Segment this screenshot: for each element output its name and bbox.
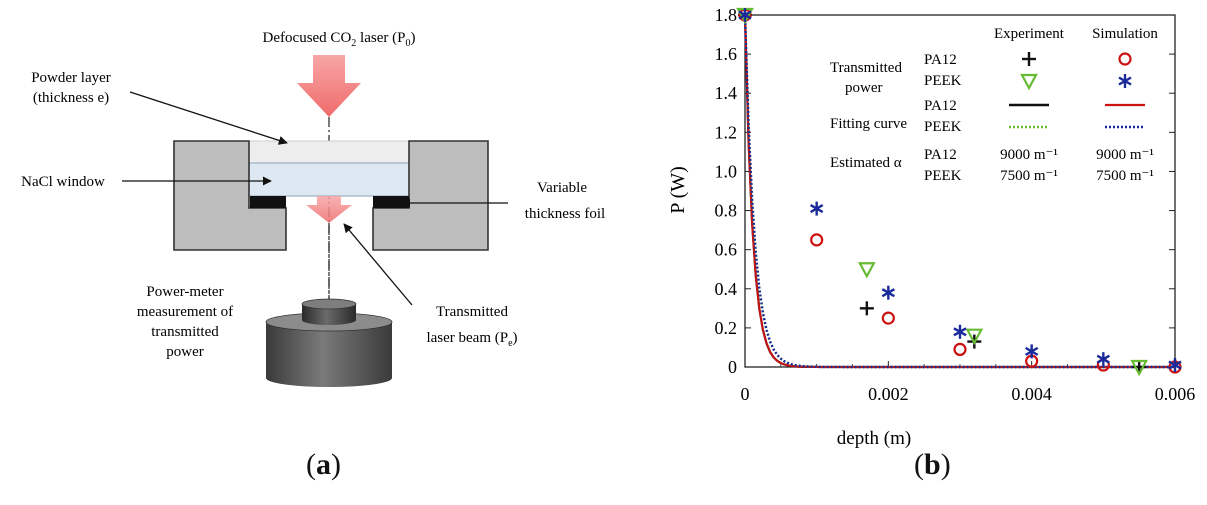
power-meter-label-1: Power-meter [146, 284, 223, 300]
y-tick-label: 1.8 [715, 5, 738, 25]
point-peek-experiment [965, 328, 984, 346]
legend-pa12-1: PA12 [924, 52, 957, 68]
legend-symbol-peek-simulation [1118, 74, 1132, 88]
x-tick-label: 0.006 [1155, 384, 1196, 404]
foil-right [373, 196, 409, 208]
power-meter-label-2: measurement of [137, 304, 233, 320]
legend: Experiment Simulation Transmitted power … [830, 26, 1158, 184]
legend-col-simulation: Simulation [1092, 26, 1158, 42]
legend-transmitted-2: power [845, 80, 883, 96]
point-pa12-simulation [953, 342, 967, 356]
fit-curve-pa12-simulation [744, 14, 1175, 368]
powder-layer-pointer [129, 91, 288, 145]
transmitted-beam-label-2: laser beam (Pe) [426, 330, 517, 349]
alpha-peek-sim: 7500 m⁻¹ [1096, 168, 1154, 184]
legend-symbols [1009, 52, 1145, 129]
powder-layer-label-2: (thickness e) [33, 90, 109, 106]
powder-layer [248, 140, 410, 164]
legend-transmitted-1: Transmitted [830, 60, 902, 76]
panel-a-setup-diagram: Defocused CO2 laser (P0) Powder layer (t… [21, 30, 605, 481]
point-peek-simulation [953, 324, 967, 339]
incoming-laser-arrow [297, 55, 361, 117]
x-tick-label: 0.004 [1011, 384, 1052, 404]
plot-frame [744, 14, 1176, 368]
fit-curve-peek-experiment [743, 14, 1175, 369]
point-peek-simulation [1096, 352, 1110, 367]
legend-col-experiment: Experiment [994, 26, 1065, 42]
setup-diagram: Defocused CO2 laser (P0) Powder layer (t… [21, 30, 605, 387]
y-tick-label: 1.6 [715, 44, 738, 64]
point-peek-simulation [1168, 358, 1182, 373]
y-axis-title: P (W) [667, 166, 689, 214]
foil-label-2: thickness foil [525, 206, 605, 222]
fit-curve-peek-simulation [743, 14, 1175, 369]
legend-peek-3: PEEK [924, 168, 962, 184]
legend-symbol-pa12-simulation [1118, 52, 1132, 66]
fit-curves [743, 14, 1175, 369]
point-peek-simulation [1025, 344, 1039, 359]
x-axis-title: depth (m) [837, 428, 911, 449]
power-meter-body [266, 322, 392, 387]
power-meter-label-3: transmitted [151, 324, 219, 340]
legend-fitting: Fitting curve [830, 116, 907, 132]
transmitted-beam-pointer [343, 223, 413, 306]
y-tick-label: 0.2 [715, 318, 738, 338]
power-meter-head [302, 304, 356, 325]
alpha-peek-exp: 7500 m⁻¹ [1000, 168, 1058, 184]
transmitted-beam-label-1: Transmitted [436, 304, 508, 320]
point-pa12-simulation [810, 233, 824, 247]
alpha-pa12-sim: 9000 m⁻¹ [1096, 147, 1154, 163]
point-peek-simulation [881, 285, 895, 300]
legend-symbol-pa12-experiment [1022, 52, 1036, 66]
power-meter-label-4: power [166, 344, 204, 360]
y-tick-label: 0 [728, 357, 737, 377]
legend-estimated: Estimated α [830, 155, 902, 171]
legend-symbol-peek-experiment [1020, 73, 1038, 91]
chart-axes: 0 0.2 0.4 0.6 0.8 1.0 1.2 1.4 1.6 1.8 0 0.002 0.004 0… [715, 5, 1196, 404]
y-tick-label: 1.2 [715, 122, 738, 142]
y-tick-label: 1.4 [715, 83, 738, 103]
fit-curve-pa12-experiment [743, 14, 1175, 369]
y-tick-label: 0.4 [715, 279, 738, 299]
nacl-window [248, 162, 410, 197]
y-tick-label: 1.0 [715, 161, 738, 181]
point-peek-experiment [857, 262, 876, 279]
alpha-pa12-exp: 9000 m⁻¹ [1000, 147, 1058, 163]
point-peek-simulation [738, 8, 752, 22]
power-vs-depth-chart: 0 0.2 0.4 0.6 0.8 1.0 1.2 1.4 1.6 1.8 0 0.002 0.004 0… [667, 5, 1196, 449]
legend-peek-2: PEEK [924, 119, 962, 135]
point-peek-experiment [1130, 359, 1149, 377]
power-meter-head-top [301, 298, 357, 310]
panel-b-chart: 0 0.2 0.4 0.6 0.8 1.0 1.2 1.4 1.6 1.8 0 0.002 0.004 0… [640, 0, 1207, 500]
powder-layer-label-1: Powder layer [31, 70, 111, 86]
x-tick-label: 0 [741, 384, 750, 404]
legend-pa12-3: PA12 [924, 147, 957, 163]
point-pa12-experiment [859, 301, 874, 316]
foil-left [250, 196, 286, 208]
nacl-window-label: NaCl window [21, 174, 105, 190]
transmitted-laser-arrow [306, 196, 352, 223]
y-tick-label: 0.6 [715, 240, 738, 260]
point-pa12-simulation [881, 311, 895, 325]
legend-pa12-2: PA12 [924, 98, 957, 114]
legend-peek-1: PEEK [924, 73, 962, 89]
point-peek-simulation [810, 201, 824, 216]
laser-label: Defocused CO2 laser (P0) [263, 30, 416, 49]
x-tick-label: 0.002 [868, 384, 909, 404]
data-points [736, 7, 1182, 377]
foil-label-1: Variable [537, 180, 587, 196]
caption-b: (b) [914, 448, 951, 481]
y-tick-label: 0.8 [715, 201, 738, 221]
caption-a: (a) [306, 448, 341, 481]
